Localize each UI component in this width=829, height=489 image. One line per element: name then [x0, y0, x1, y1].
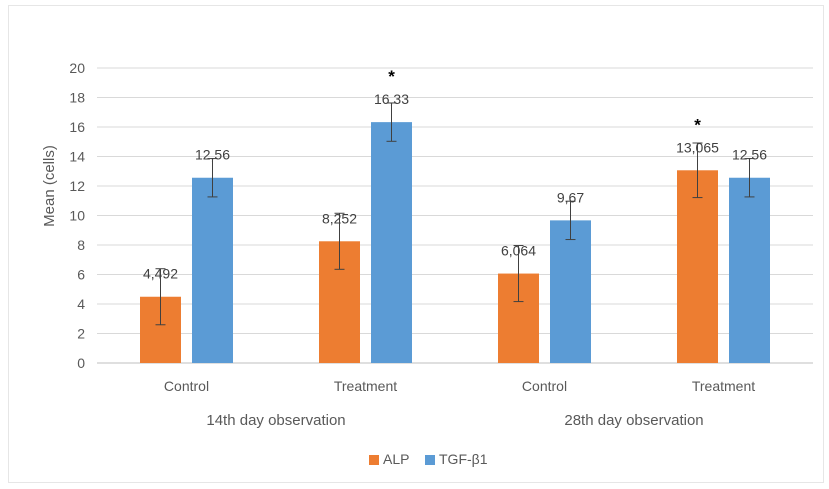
- data-label: 12,56: [195, 147, 230, 163]
- y-tick-label: 2: [77, 326, 85, 342]
- x-category-label: Treatment: [692, 378, 755, 394]
- y-tick-label: 14: [69, 149, 85, 165]
- legend-swatch-alp: [369, 455, 379, 465]
- x-category-label: Control: [522, 378, 567, 394]
- data-label: 6,064: [501, 243, 536, 259]
- y-tick-label: 6: [77, 267, 85, 283]
- x-group-label: 14th day observation: [206, 412, 345, 429]
- data-label: 9,67: [557, 189, 584, 205]
- y-tick-label: 16: [69, 119, 85, 135]
- legend-label-alp: ALP: [383, 451, 409, 467]
- significance-marks: **: [388, 67, 701, 134]
- error-bars: [155, 102, 755, 326]
- bar-tgf-1: [371, 122, 412, 363]
- y-tick-label: 18: [69, 90, 85, 106]
- significance-mark: *: [388, 67, 395, 86]
- legend: ALP TGF-β1: [369, 451, 488, 467]
- data-label: 13,065: [676, 139, 719, 155]
- y-tick-label: 4: [77, 296, 85, 312]
- y-tick-labels: 0 2 4 6 8 10 12 14 16 18 20: [69, 60, 85, 371]
- bar-alp: [677, 170, 718, 363]
- data-label: 16,33: [374, 91, 409, 107]
- y-tick-label: 10: [69, 208, 85, 224]
- x-category-labels: Control Treatment Control Treatment: [164, 378, 755, 394]
- y-tick-label: 0: [77, 355, 85, 371]
- bar-tgf-1: [192, 177, 233, 363]
- y-axis-title: Mean (cells): [41, 145, 58, 227]
- data-label: 4,492: [143, 266, 178, 282]
- bar-chart: 0 2 4 6 8 10 12 14 16 18 20 4,492 8,252 6,064 13,065 1…: [41, 60, 813, 467]
- y-tick-label: 12: [69, 178, 85, 194]
- y-tick-label: 20: [69, 60, 85, 76]
- data-label: 12,56: [732, 147, 767, 163]
- legend-label-tgf-1: TGF-β1: [439, 451, 488, 467]
- x-group-labels: 14th day observation 28th day observation: [206, 412, 703, 429]
- x-group-label: 28th day observation: [564, 412, 703, 429]
- x-category-label: Treatment: [334, 378, 397, 394]
- bar-tgf-1: [729, 177, 770, 363]
- y-tick-label: 8: [77, 237, 85, 253]
- data-labels: 4,492 8,252 6,064 13,065 12,56 16,33 9,67 12,56: [143, 91, 767, 282]
- significance-mark: *: [694, 115, 701, 134]
- x-category-label: Control: [164, 378, 209, 394]
- chart-frame: 0 2 4 6 8 10 12 14 16 18 20 4,492 8,252 6,064 13,065 1…: [8, 5, 824, 483]
- bars: [140, 122, 770, 363]
- legend-swatch-tgf-1: [425, 455, 435, 465]
- bar-tgf-1: [550, 220, 591, 363]
- data-label: 8,252: [322, 210, 357, 226]
